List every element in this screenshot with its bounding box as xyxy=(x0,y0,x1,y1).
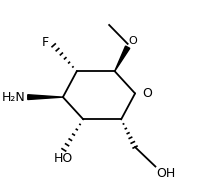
Text: F: F xyxy=(42,36,49,49)
Text: OH: OH xyxy=(156,167,176,180)
Polygon shape xyxy=(28,95,63,100)
Text: HO: HO xyxy=(53,152,73,165)
Text: O: O xyxy=(142,87,152,100)
Text: H₂N: H₂N xyxy=(2,91,26,104)
Text: O: O xyxy=(129,36,137,46)
Polygon shape xyxy=(115,46,130,71)
